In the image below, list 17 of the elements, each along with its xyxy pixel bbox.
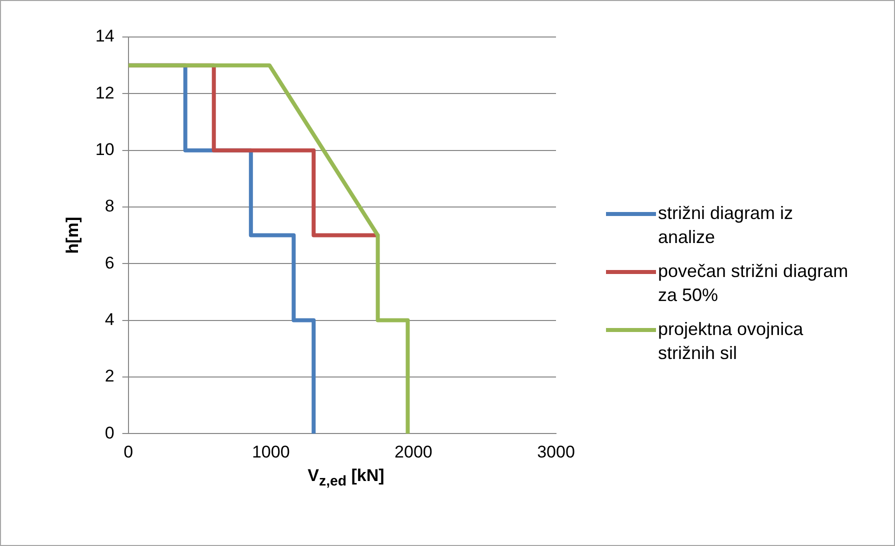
x-tick-label: 0 <box>124 442 134 462</box>
legend-label: povečan strižni diagram za 50% <box>658 260 850 307</box>
y-tick-label: 14 <box>95 26 114 46</box>
x-tick-label: 3000 <box>537 442 575 462</box>
legend-label: strižni diagram iz analize <box>658 202 794 249</box>
y-tick-label: 12 <box>95 83 114 102</box>
y-axis-title: h[m] <box>62 216 82 254</box>
y-tick-label: 2 <box>104 366 114 386</box>
y-tick-label: 4 <box>104 310 114 329</box>
y-tick-label: 6 <box>104 253 114 272</box>
y-tick-label: 0 <box>104 423 114 442</box>
y-tick-label: 8 <box>104 196 114 216</box>
x-tick-label: 2000 <box>394 442 432 462</box>
legend-label: projektna ovojnica strižnih sil <box>658 318 804 365</box>
y-tick-label: 10 <box>95 140 114 159</box>
x-tick-label: 1000 <box>252 442 290 462</box>
x-axis-title: V$_{z,ed}$ [kN] <box>306 466 386 490</box>
